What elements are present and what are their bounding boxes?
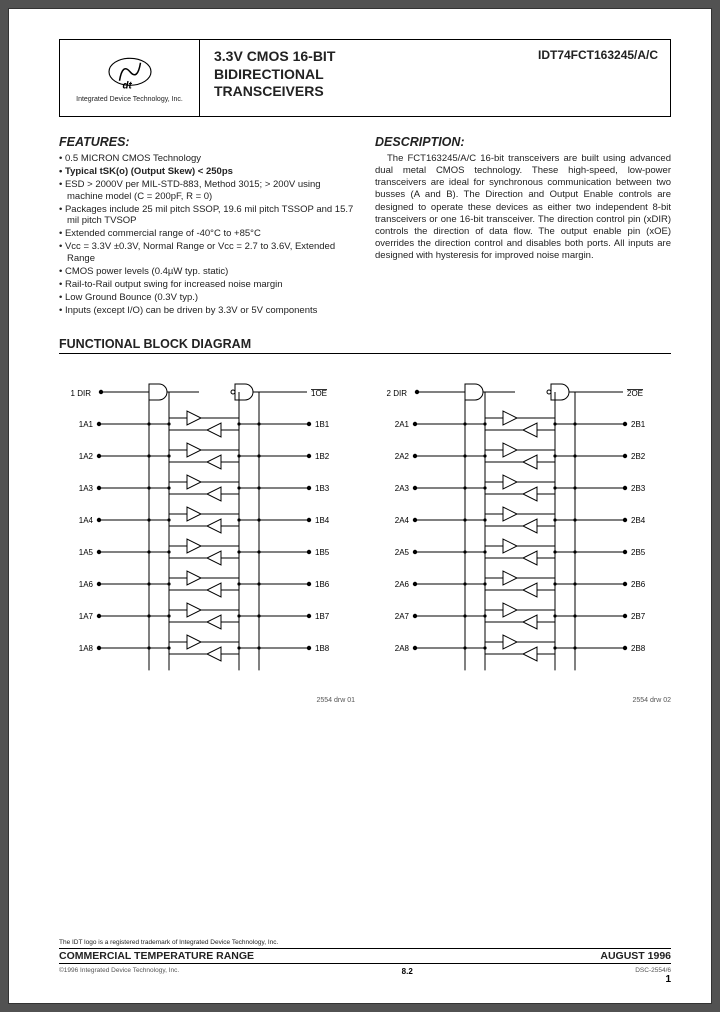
features-heading: FEATURES: <box>59 135 355 149</box>
svg-text:2A5: 2A5 <box>395 548 410 557</box>
svg-text:1A3: 1A3 <box>79 484 94 493</box>
svg-text:1B7: 1B7 <box>315 612 330 621</box>
company-logo-cell: dt Integrated Device Technology, Inc. <box>60 40 200 116</box>
block-diagram-right-svg: 2 DIR 2OE 2A1 2B1 2A2 2B2 2A3 2B3 2A4 2B4 2A5 2B5 2A… <box>375 372 665 692</box>
page-number: 1 <box>665 974 671 985</box>
svg-text:1B4: 1B4 <box>315 516 330 525</box>
section-number: 8.2 <box>179 967 635 985</box>
svg-text:2OE: 2OE <box>627 389 643 398</box>
svg-text:2A2: 2A2 <box>395 452 410 461</box>
svg-text:2B8: 2B8 <box>631 644 646 653</box>
svg-text:1B6: 1B6 <box>315 580 330 589</box>
content-columns: FEATURES: 0.5 MICRON CMOS TechnologyTypi… <box>59 135 671 317</box>
svg-text:1A2: 1A2 <box>79 452 94 461</box>
svg-text:2A3: 2A3 <box>395 484 410 493</box>
footer-bar: COMMERCIAL TEMPERATURE RANGE AUGUST 1996 <box>59 950 671 964</box>
idt-logo-icon: dt <box>100 54 160 94</box>
footer-meta: ©1996 Integrated Device Technology, Inc.… <box>59 967 671 985</box>
svg-text:1 DIR: 1 DIR <box>71 389 92 398</box>
feature-item: Rail-to-Rail output swing for increased … <box>59 279 355 291</box>
doc-number: DSC-2554/6 <box>635 967 671 974</box>
svg-text:2A7: 2A7 <box>395 612 410 621</box>
feature-item: 0.5 MICRON CMOS Technology <box>59 153 355 165</box>
diagram-right: 2 DIR 2OE 2A1 2B1 2A2 2B2 2A3 2B3 2A4 2B4 2A5 2B5 2A… <box>375 372 671 704</box>
svg-text:1OE: 1OE <box>311 389 327 398</box>
datasheet-page: dt Integrated Device Technology, Inc. 3.… <box>8 8 712 1004</box>
svg-text:1A5: 1A5 <box>79 548 94 557</box>
feature-item: Packages include 25 mil pitch SSOP, 19.6… <box>59 204 355 228</box>
part-number: IDT74FCT163245/A/C <box>530 40 670 116</box>
svg-text:2A1: 2A1 <box>395 420 410 429</box>
footer-left: COMMERCIAL TEMPERATURE RANGE <box>59 950 254 962</box>
svg-text:2B4: 2B4 <box>631 516 646 525</box>
svg-text:2B2: 2B2 <box>631 452 646 461</box>
description-heading: DESCRIPTION: <box>375 135 671 149</box>
footer: The IDT logo is a registered trademark o… <box>59 939 671 985</box>
feature-item: Typical tSK(o) (Output Skew) < 250ps <box>59 166 355 178</box>
title-line: TRANSCEIVERS <box>214 83 516 101</box>
svg-text:dt: dt <box>122 80 132 91</box>
feature-item: Extended commercial range of -40°C to +8… <box>59 228 355 240</box>
svg-text:2A4: 2A4 <box>395 516 410 525</box>
trademark-note: The IDT logo is a registered trademark o… <box>59 939 671 949</box>
feature-item: CMOS power levels (0.4µW typ. static) <box>59 266 355 278</box>
svg-text:1A8: 1A8 <box>79 644 94 653</box>
diagram-caption: 2554 drw 01 <box>59 697 355 704</box>
diagram-caption: 2554 drw 02 <box>375 697 671 704</box>
diagrams-row: 1 DIR 1OE 1A1 1B1 1A2 1B2 1A3 1B3 1A4 1B4 1A5 1B5 1A… <box>59 372 671 704</box>
svg-text:1A7: 1A7 <box>79 612 94 621</box>
footer-right: AUGUST 1996 <box>600 950 671 962</box>
svg-text:1B1: 1B1 <box>315 420 330 429</box>
svg-text:1A1: 1A1 <box>79 420 94 429</box>
copyright: ©1996 Integrated Device Technology, Inc. <box>59 967 179 985</box>
features-list: 0.5 MICRON CMOS TechnologyTypical tSK(o)… <box>59 153 355 316</box>
svg-text:1B3: 1B3 <box>315 484 330 493</box>
description-text: The FCT163245/A/C 16-bit transceivers ar… <box>375 153 671 262</box>
feature-item: Vcc = 3.3V ±0.3V, Normal Range or Vcc = … <box>59 241 355 265</box>
svg-text:2 DIR: 2 DIR <box>387 389 408 398</box>
svg-text:2B5: 2B5 <box>631 548 646 557</box>
feature-item: Inputs (except I/O) can be driven by 3.3… <box>59 305 355 317</box>
svg-text:2B6: 2B6 <box>631 580 646 589</box>
feature-item: ESD > 2000V per MIL-STD-883, Method 3015… <box>59 179 355 203</box>
block-diagram-heading: FUNCTIONAL BLOCK DIAGRAM <box>59 337 671 354</box>
title-line: BIDIRECTIONAL <box>214 66 516 84</box>
svg-text:2B3: 2B3 <box>631 484 646 493</box>
svg-text:2B1: 2B1 <box>631 420 646 429</box>
title-line: 3.3V CMOS 16-BIT <box>214 48 516 66</box>
svg-text:1A6: 1A6 <box>79 580 94 589</box>
svg-text:1A4: 1A4 <box>79 516 94 525</box>
diagram-left: 1 DIR 1OE 1A1 1B1 1A2 1B2 1A3 1B3 1A4 1B4 1A5 1B5 1A… <box>59 372 355 704</box>
features-section: FEATURES: 0.5 MICRON CMOS TechnologyTypi… <box>59 135 355 317</box>
company-name: Integrated Device Technology, Inc. <box>76 96 183 103</box>
svg-text:1B8: 1B8 <box>315 644 330 653</box>
block-diagram-left-svg: 1 DIR 1OE 1A1 1B1 1A2 1B2 1A3 1B3 1A4 1B4 1A5 1B5 1A… <box>59 372 349 692</box>
description-section: DESCRIPTION: The FCT163245/A/C 16-bit tr… <box>375 135 671 317</box>
svg-text:1B5: 1B5 <box>315 548 330 557</box>
title-cell: 3.3V CMOS 16-BIT BIDIRECTIONAL TRANSCEIV… <box>200 40 530 116</box>
svg-text:2B7: 2B7 <box>631 612 646 621</box>
svg-text:2A6: 2A6 <box>395 580 410 589</box>
svg-text:2A8: 2A8 <box>395 644 410 653</box>
header-box: dt Integrated Device Technology, Inc. 3.… <box>59 39 671 117</box>
feature-item: Low Ground Bounce (0.3V typ.) <box>59 292 355 304</box>
svg-text:1B2: 1B2 <box>315 452 330 461</box>
